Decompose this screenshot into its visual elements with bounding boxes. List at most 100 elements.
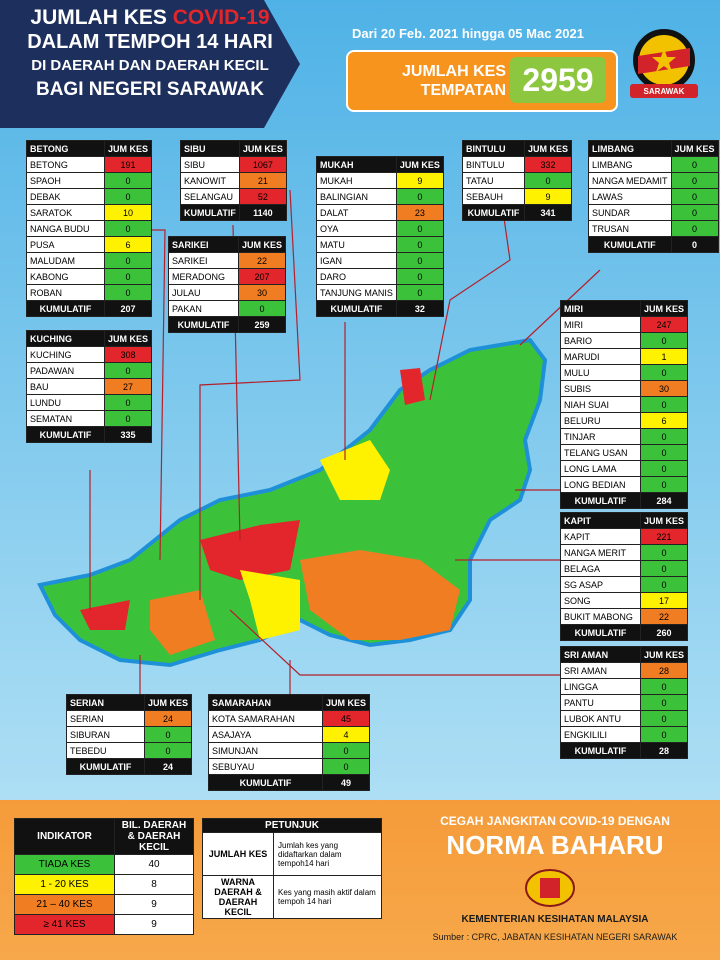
header-row: SARIKEI JUM KES: [168, 236, 287, 253]
case-count: 52: [238, 188, 287, 205]
total-label: KUMULATIF: [560, 492, 641, 509]
header-row: SIBU JUM KES: [180, 140, 287, 157]
indicator-table: INDIKATOR BIL. DAERAH & DAERAH KECIL TIADA…: [14, 818, 194, 935]
row: PUSA 6: [26, 236, 153, 253]
subdistrict-name: SIBURAN: [66, 726, 145, 743]
total-label: KUMULATIF: [560, 624, 641, 641]
case-count: 0: [395, 252, 444, 269]
total-label: KUMULATIF: [560, 742, 641, 759]
district-table: BETONG JUM KES BETONG 191 SPAOH 0 DEBAK 0 SARATO…: [26, 140, 153, 317]
district-table: MUKAH JUM KES MUKAH 9 BALINGIAN 0 DALAT 23 OYA 0 M…: [316, 156, 444, 317]
case-count: 0: [321, 758, 371, 775]
subdistrict-name: BELAGA: [560, 560, 641, 577]
subdistrict-name: MULU: [560, 364, 641, 381]
case-count: 1067: [238, 156, 287, 173]
case-count: 0: [103, 220, 153, 237]
case-count: 1: [639, 348, 689, 365]
row: SIBURAN 0: [66, 726, 193, 743]
row: ASAJAYA 4: [208, 726, 371, 743]
total-label: KUMULATIF: [588, 236, 672, 253]
header-cell: INDIKATOR: [14, 818, 115, 855]
row: SIMUNJAN 0: [208, 742, 371, 759]
case-count: 0: [639, 726, 689, 743]
column-header: JUM KES: [639, 512, 689, 529]
row: KAPIT 221: [560, 528, 689, 545]
row: SG ASAP 0: [560, 576, 689, 593]
column-header: JUM KES: [395, 156, 444, 173]
guide-text: Kes yang masih aktif dalam tempoh 14 har…: [273, 875, 382, 919]
row: LAWAS 0: [588, 188, 719, 205]
row: SIBU 1067: [180, 156, 287, 173]
subdistrict-name: BINTULU: [462, 156, 525, 173]
column-header: JUM KES: [523, 140, 573, 157]
case-count: 27: [103, 378, 153, 395]
row: LONG BEDIAN 0: [560, 476, 689, 493]
case-count: 10: [103, 204, 153, 221]
row: MERADONG 207: [168, 268, 287, 285]
case-count: 0: [639, 444, 689, 461]
subdistrict-name: DARO: [316, 268, 397, 285]
district-name: SIBU: [180, 140, 240, 157]
subdistrict-name: TEBEDU: [66, 742, 145, 759]
case-count: 9: [523, 188, 573, 205]
column-header: JUM KES: [103, 330, 153, 347]
region: [200, 520, 300, 580]
title: DI DAERAH DAN DAERAH KECIL: [31, 57, 269, 74]
total-value: 207: [103, 300, 153, 317]
row: SEMATAN 0: [26, 410, 153, 427]
case-count: 0: [395, 268, 444, 285]
subdistrict-name: NANGA BUDU: [26, 220, 105, 237]
subdistrict-name: BALINGIAN: [316, 188, 397, 205]
case-count: 30: [639, 380, 689, 397]
row: TEBEDU 0: [66, 742, 193, 759]
header-row: BINTULU JUM KES: [462, 140, 573, 157]
subdistrict-name: ASAJAYA: [208, 726, 323, 743]
subdistrict-name: LIMBANG: [588, 156, 672, 173]
indicator-row: 1 - 20 KES 8: [14, 874, 194, 895]
subdistrict-name: DEBAK: [26, 188, 105, 205]
indicator-count: 40: [114, 854, 194, 875]
badge-label: SARAWAK: [644, 87, 685, 96]
column-header: JUM KES: [143, 694, 193, 711]
case-count: 0: [103, 188, 153, 205]
row: SRI AMAN 28: [560, 662, 689, 679]
subdistrict-name: MATU: [316, 236, 397, 253]
row: MALUDAM 0: [26, 252, 153, 269]
case-count: 22: [237, 252, 287, 269]
case-count: 0: [237, 300, 287, 317]
total-value: 260: [639, 624, 689, 641]
title-highlight: COVID-19: [172, 6, 270, 29]
subdistrict-name: LUNDU: [26, 394, 105, 411]
guide-table: PETUNJUK JUMLAH KES Jumlah kes yang didaft…: [202, 818, 382, 919]
row: ROBAN 0: [26, 284, 153, 301]
total-label: KUMULATIF: [316, 300, 397, 317]
district-table: BINTULU JUM KES BINTULU 332 TATAU 0 SEBAUH 9 KUM…: [462, 140, 573, 221]
case-count: 0: [670, 204, 719, 221]
district-name: BETONG: [26, 140, 105, 157]
row: BELAGA 0: [560, 560, 689, 577]
total-value: 2959: [510, 57, 606, 103]
case-count: 0: [143, 742, 193, 759]
row: LUNDU 0: [26, 394, 153, 411]
subdistrict-name: MUKAH: [316, 172, 397, 189]
total-row: KUMULATIF 1140: [180, 204, 287, 221]
total-row: KUMULATIF 259: [168, 316, 287, 333]
row: PANTU 0: [560, 694, 689, 711]
subdistrict-name: NANGA MEDAMIT: [588, 172, 672, 189]
row: TANJUNG MANIS 0: [316, 284, 444, 301]
row: MARUDI 1: [560, 348, 689, 365]
district-table: SERIAN JUM KES SERIAN 24 SIBURAN 0 TEBEDU 0 KUMU…: [66, 694, 193, 775]
row: KUCHING 308: [26, 346, 153, 363]
indicator-row: 21 – 40 KES 9: [14, 894, 194, 915]
case-count: 0: [670, 156, 719, 173]
subdistrict-name: KAPIT: [560, 528, 641, 545]
district-name: LIMBANG: [588, 140, 672, 157]
case-count: 21: [238, 172, 287, 189]
guide-text: Jumlah kes yang didaftarkan dalam tempoh…: [273, 832, 382, 876]
row: SPAOH 0: [26, 172, 153, 189]
subdistrict-name: NANGA MERIT: [560, 544, 641, 561]
ministry: KEMENTERIAN KESIHATAN MALAYSIA: [461, 914, 649, 925]
row: SELANGAU 52: [180, 188, 287, 205]
subdistrict-name: SIMUNJAN: [208, 742, 323, 759]
case-count: 45: [321, 710, 371, 727]
